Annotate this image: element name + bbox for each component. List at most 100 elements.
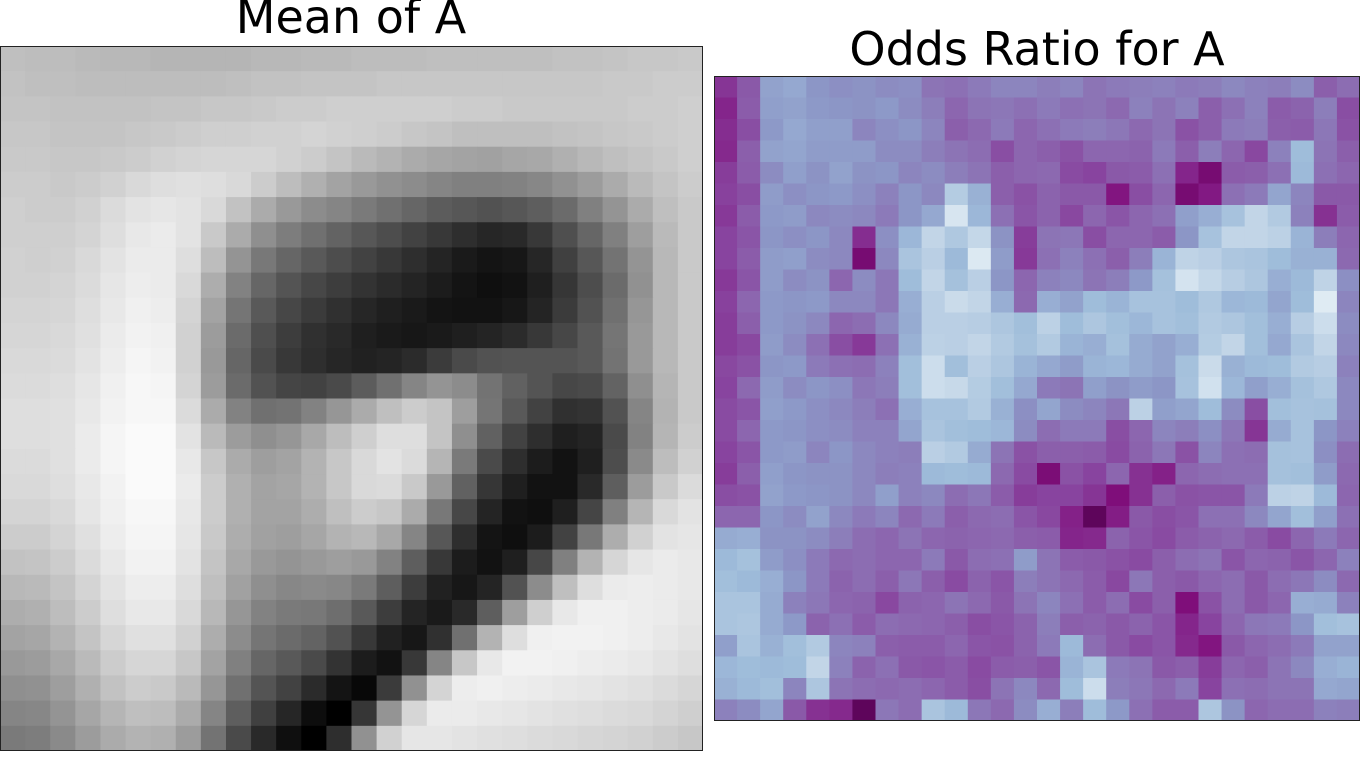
- heatmap-cell: [1221, 398, 1246, 421]
- heatmap-cell: [602, 398, 629, 425]
- heatmap-cell: [1083, 506, 1107, 529]
- heatmap-cell: [737, 119, 761, 142]
- heatmap-cell: [652, 524, 679, 551]
- heatmap-cell: [426, 46, 453, 72]
- heatmap-cell: [760, 484, 784, 507]
- heatmap-cell: [376, 700, 403, 727]
- heatmap-cell: [1013, 678, 1038, 701]
- heatmap-cell: [326, 322, 353, 349]
- heatmap-cell: [990, 226, 1015, 249]
- heatmap-cell: [577, 272, 604, 299]
- heatmap-cell: [25, 96, 51, 123]
- heatmap-cell: [1129, 162, 1153, 185]
- heatmap-cell: [577, 499, 604, 525]
- heatmap-cell: [225, 373, 252, 400]
- heatmap-cell: [401, 71, 428, 97]
- heatmap-cell: [1013, 441, 1038, 464]
- heatmap-cell: [944, 140, 969, 163]
- heatmap-cell: [1336, 463, 1360, 486]
- heatmap-cell: [737, 549, 761, 572]
- heatmap-cell: [1244, 656, 1269, 679]
- heatmap-cell: [652, 574, 679, 601]
- heatmap-cell: [401, 625, 428, 651]
- heatmap-cell: [125, 322, 152, 349]
- heatmap-cell: [1244, 377, 1269, 400]
- heatmap-cell: [852, 527, 877, 550]
- heatmap-cell: [1083, 570, 1107, 593]
- heatmap-cell: [150, 297, 177, 324]
- heatmap-cell: [326, 700, 353, 727]
- heatmap-cell: [627, 700, 654, 727]
- heatmap-cell: [200, 171, 227, 198]
- heatmap-cell: [552, 423, 579, 450]
- heatmap-cell: [125, 146, 152, 173]
- heatmap-cell: [276, 348, 302, 374]
- heatmap-cell: [451, 297, 478, 324]
- heatmap-cell: [351, 448, 378, 475]
- heatmap-cell: [737, 656, 761, 679]
- heatmap-cell: [326, 499, 353, 525]
- heatmap-cell: [225, 398, 252, 425]
- heatmap-cell: [806, 162, 830, 185]
- heatmap-cell: [829, 441, 854, 464]
- heatmap-cell: [326, 197, 353, 223]
- heatmap-cell: [351, 373, 378, 400]
- heatmap-cell: [1267, 76, 1292, 99]
- heatmap-cell: [652, 96, 679, 123]
- heatmap-cell: [944, 463, 969, 486]
- heatmap-cell: [401, 46, 428, 72]
- heatmap-cell: [125, 599, 152, 626]
- heatmap-cell: [451, 146, 478, 173]
- heatmap-cell: [1060, 183, 1084, 206]
- heatmap-cell: [225, 524, 252, 551]
- heatmap-cell: [451, 121, 478, 148]
- heatmap-cell: [1313, 291, 1338, 314]
- heatmap-cell: [990, 248, 1015, 271]
- heatmap-cell: [852, 97, 877, 120]
- heatmap-cell: [1013, 97, 1038, 120]
- heatmap-cell: [921, 140, 946, 163]
- heatmap-cell: [898, 613, 923, 636]
- heatmap-cell: [1129, 635, 1153, 658]
- heatmap-cell: [401, 448, 428, 475]
- heatmap-cell: [1267, 484, 1292, 507]
- heatmap-cell: [990, 592, 1015, 615]
- heatmap-cell: [1037, 656, 1061, 679]
- heatmap-cell: [944, 527, 969, 550]
- heatmap-cell: [527, 599, 553, 626]
- heatmap-cell: [1290, 119, 1315, 142]
- heatmap-cell: [602, 423, 629, 450]
- heatmap-cell: [426, 549, 453, 576]
- heatmap-cell: [1013, 570, 1038, 593]
- heatmap-cell: [627, 499, 654, 525]
- heatmap-cell: [898, 592, 923, 615]
- heatmap-cell: [477, 700, 503, 727]
- heatmap-cell: [50, 197, 76, 223]
- heatmap-cell: [175, 297, 202, 324]
- heatmap-cell: [1267, 463, 1292, 486]
- heatmap-cell: [577, 725, 604, 751]
- heatmap-cell: [1244, 592, 1269, 615]
- heatmap-cell: [1037, 678, 1061, 701]
- heatmap-cell: [652, 423, 679, 450]
- heatmap-cell: [351, 96, 378, 123]
- heatmap-cell: [1313, 226, 1338, 249]
- heatmap-cell: [967, 527, 992, 550]
- heatmap-cell: [527, 171, 553, 198]
- heatmap-cell: [75, 700, 102, 727]
- heatmap-cell: [1037, 527, 1061, 550]
- heatmap-cell: [602, 725, 629, 751]
- heatmap-cell: [200, 700, 227, 727]
- heatmap-cell: [944, 162, 969, 185]
- heatmap-cell: [552, 650, 579, 677]
- heatmap-cell: [301, 725, 327, 751]
- heatmap-cell: [75, 448, 102, 475]
- heatmap-cell: [921, 205, 946, 228]
- heatmap-cell: [50, 700, 76, 727]
- heatmap-cell: [990, 463, 1015, 486]
- heatmap-cell: [376, 272, 403, 299]
- heatmap-cell: [1013, 269, 1038, 292]
- heatmap-cell: [627, 171, 654, 198]
- heatmap-cell: [351, 574, 378, 601]
- heatmap-cell: [225, 247, 252, 274]
